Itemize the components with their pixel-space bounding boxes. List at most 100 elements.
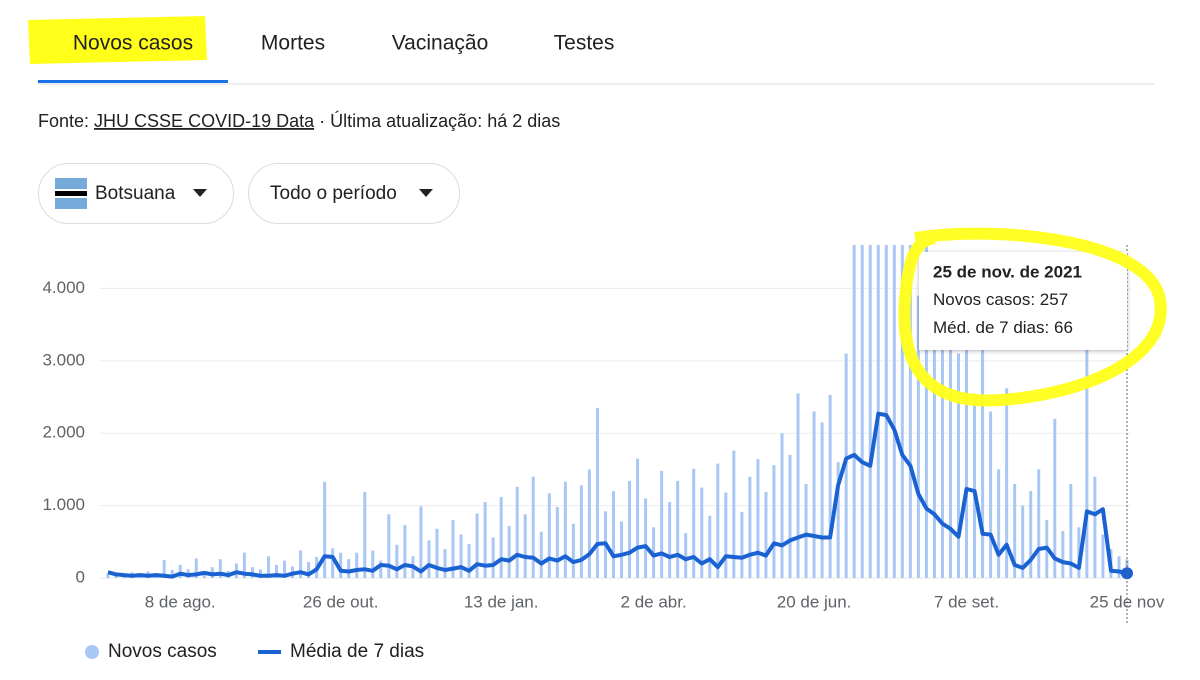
bar [820, 422, 824, 578]
bar [924, 245, 928, 578]
bar [684, 533, 688, 578]
tab[interactable]: Mortes [261, 32, 325, 55]
dropdown-box[interactable] [38, 163, 234, 224]
bar [732, 450, 736, 578]
bar [307, 562, 311, 578]
bar [194, 558, 198, 578]
bar [828, 394, 832, 578]
bar [379, 560, 383, 578]
bar [347, 559, 351, 578]
bar [973, 397, 977, 578]
dropdown-label[interactable]: Todo o período [270, 183, 397, 204]
bar [170, 570, 174, 578]
source: Fonte: JHU CSSE COVID-19 Data · Última a… [38, 110, 560, 131]
bar [981, 346, 985, 578]
tooltip-value: 66 [1054, 318, 1073, 337]
bar [427, 540, 431, 578]
bar [932, 324, 936, 578]
bar [660, 470, 664, 578]
bar [467, 543, 471, 578]
dropdown-label[interactable]: Botsuana [95, 183, 176, 204]
bar [507, 525, 511, 578]
bar [708, 515, 712, 578]
bar [676, 480, 680, 578]
bar [1013, 483, 1017, 578]
bar [644, 498, 648, 578]
bar [1117, 556, 1121, 578]
tab[interactable]: Novos casos [73, 32, 193, 55]
bar [218, 559, 222, 578]
bar [579, 485, 583, 578]
bar [283, 560, 287, 578]
bar [796, 393, 800, 578]
bar [515, 486, 519, 578]
source-prefix: Fonte: [38, 111, 89, 131]
bar [812, 411, 816, 578]
bar [756, 459, 760, 578]
legend-label: Novos casos [108, 641, 217, 662]
y-tick-label: 1.000 [42, 495, 85, 514]
x-tick-label: 26 de out. [303, 592, 379, 611]
bar [884, 245, 888, 578]
x-tick-label: 7 de set. [934, 592, 999, 611]
bar [940, 317, 944, 578]
tooltip-row: Méd. de 7 dias: 66 [933, 318, 1073, 337]
bar [1085, 324, 1089, 578]
bar [403, 525, 407, 578]
y-tick-label: 4.000 [42, 278, 85, 297]
bar [772, 465, 776, 578]
bar [860, 245, 864, 578]
bar [916, 295, 920, 578]
tooltip-value: 257 [1040, 290, 1068, 309]
bar [700, 487, 704, 578]
bar [258, 569, 262, 578]
bar [435, 528, 439, 578]
bar [836, 462, 840, 578]
dropdown[interactable]: Todo o período [248, 163, 460, 224]
bar [716, 463, 720, 578]
bar [1005, 388, 1009, 578]
tooltip-row: Novos casos: 257 [933, 290, 1068, 309]
bar [892, 245, 896, 578]
bar [1037, 469, 1041, 578]
bar [1077, 527, 1081, 578]
tab[interactable]: Testes [554, 32, 615, 55]
source-link[interactable]: JHU CSSE COVID-19 Data [94, 111, 315, 131]
bar [908, 245, 912, 579]
bar [339, 552, 343, 578]
bar [451, 520, 455, 578]
dropdown-arrow [419, 189, 433, 197]
bar [491, 537, 495, 578]
bar [740, 512, 744, 578]
dropdown-box[interactable] [248, 163, 460, 224]
bar [106, 573, 110, 578]
bar [395, 544, 399, 578]
flag-stripe [55, 191, 87, 196]
dropdown[interactable]: Botsuana [38, 163, 234, 224]
bar [989, 411, 993, 578]
x-tick-label: 2 de abr. [621, 592, 687, 611]
bar [748, 476, 752, 578]
highlight-ellipse [898, 227, 1167, 407]
bar [531, 476, 535, 578]
bar [419, 506, 423, 578]
dropdown-arrow [193, 189, 207, 197]
bar [1101, 534, 1105, 578]
highlight [28, 16, 207, 64]
x-tick-label: 13 de jan. [464, 592, 539, 611]
bar [547, 493, 551, 578]
bar [628, 480, 632, 578]
bar [900, 245, 904, 578]
bar [1053, 418, 1057, 578]
bar [459, 534, 463, 578]
x-tick-label: 20 de jun. [777, 592, 852, 611]
bar [957, 353, 961, 578]
tab[interactable]: Vacinação [392, 32, 489, 55]
bar [242, 552, 246, 578]
bar [788, 454, 792, 578]
bar [563, 481, 567, 578]
bar [266, 556, 270, 578]
bar [997, 469, 1001, 578]
bar [780, 433, 784, 578]
